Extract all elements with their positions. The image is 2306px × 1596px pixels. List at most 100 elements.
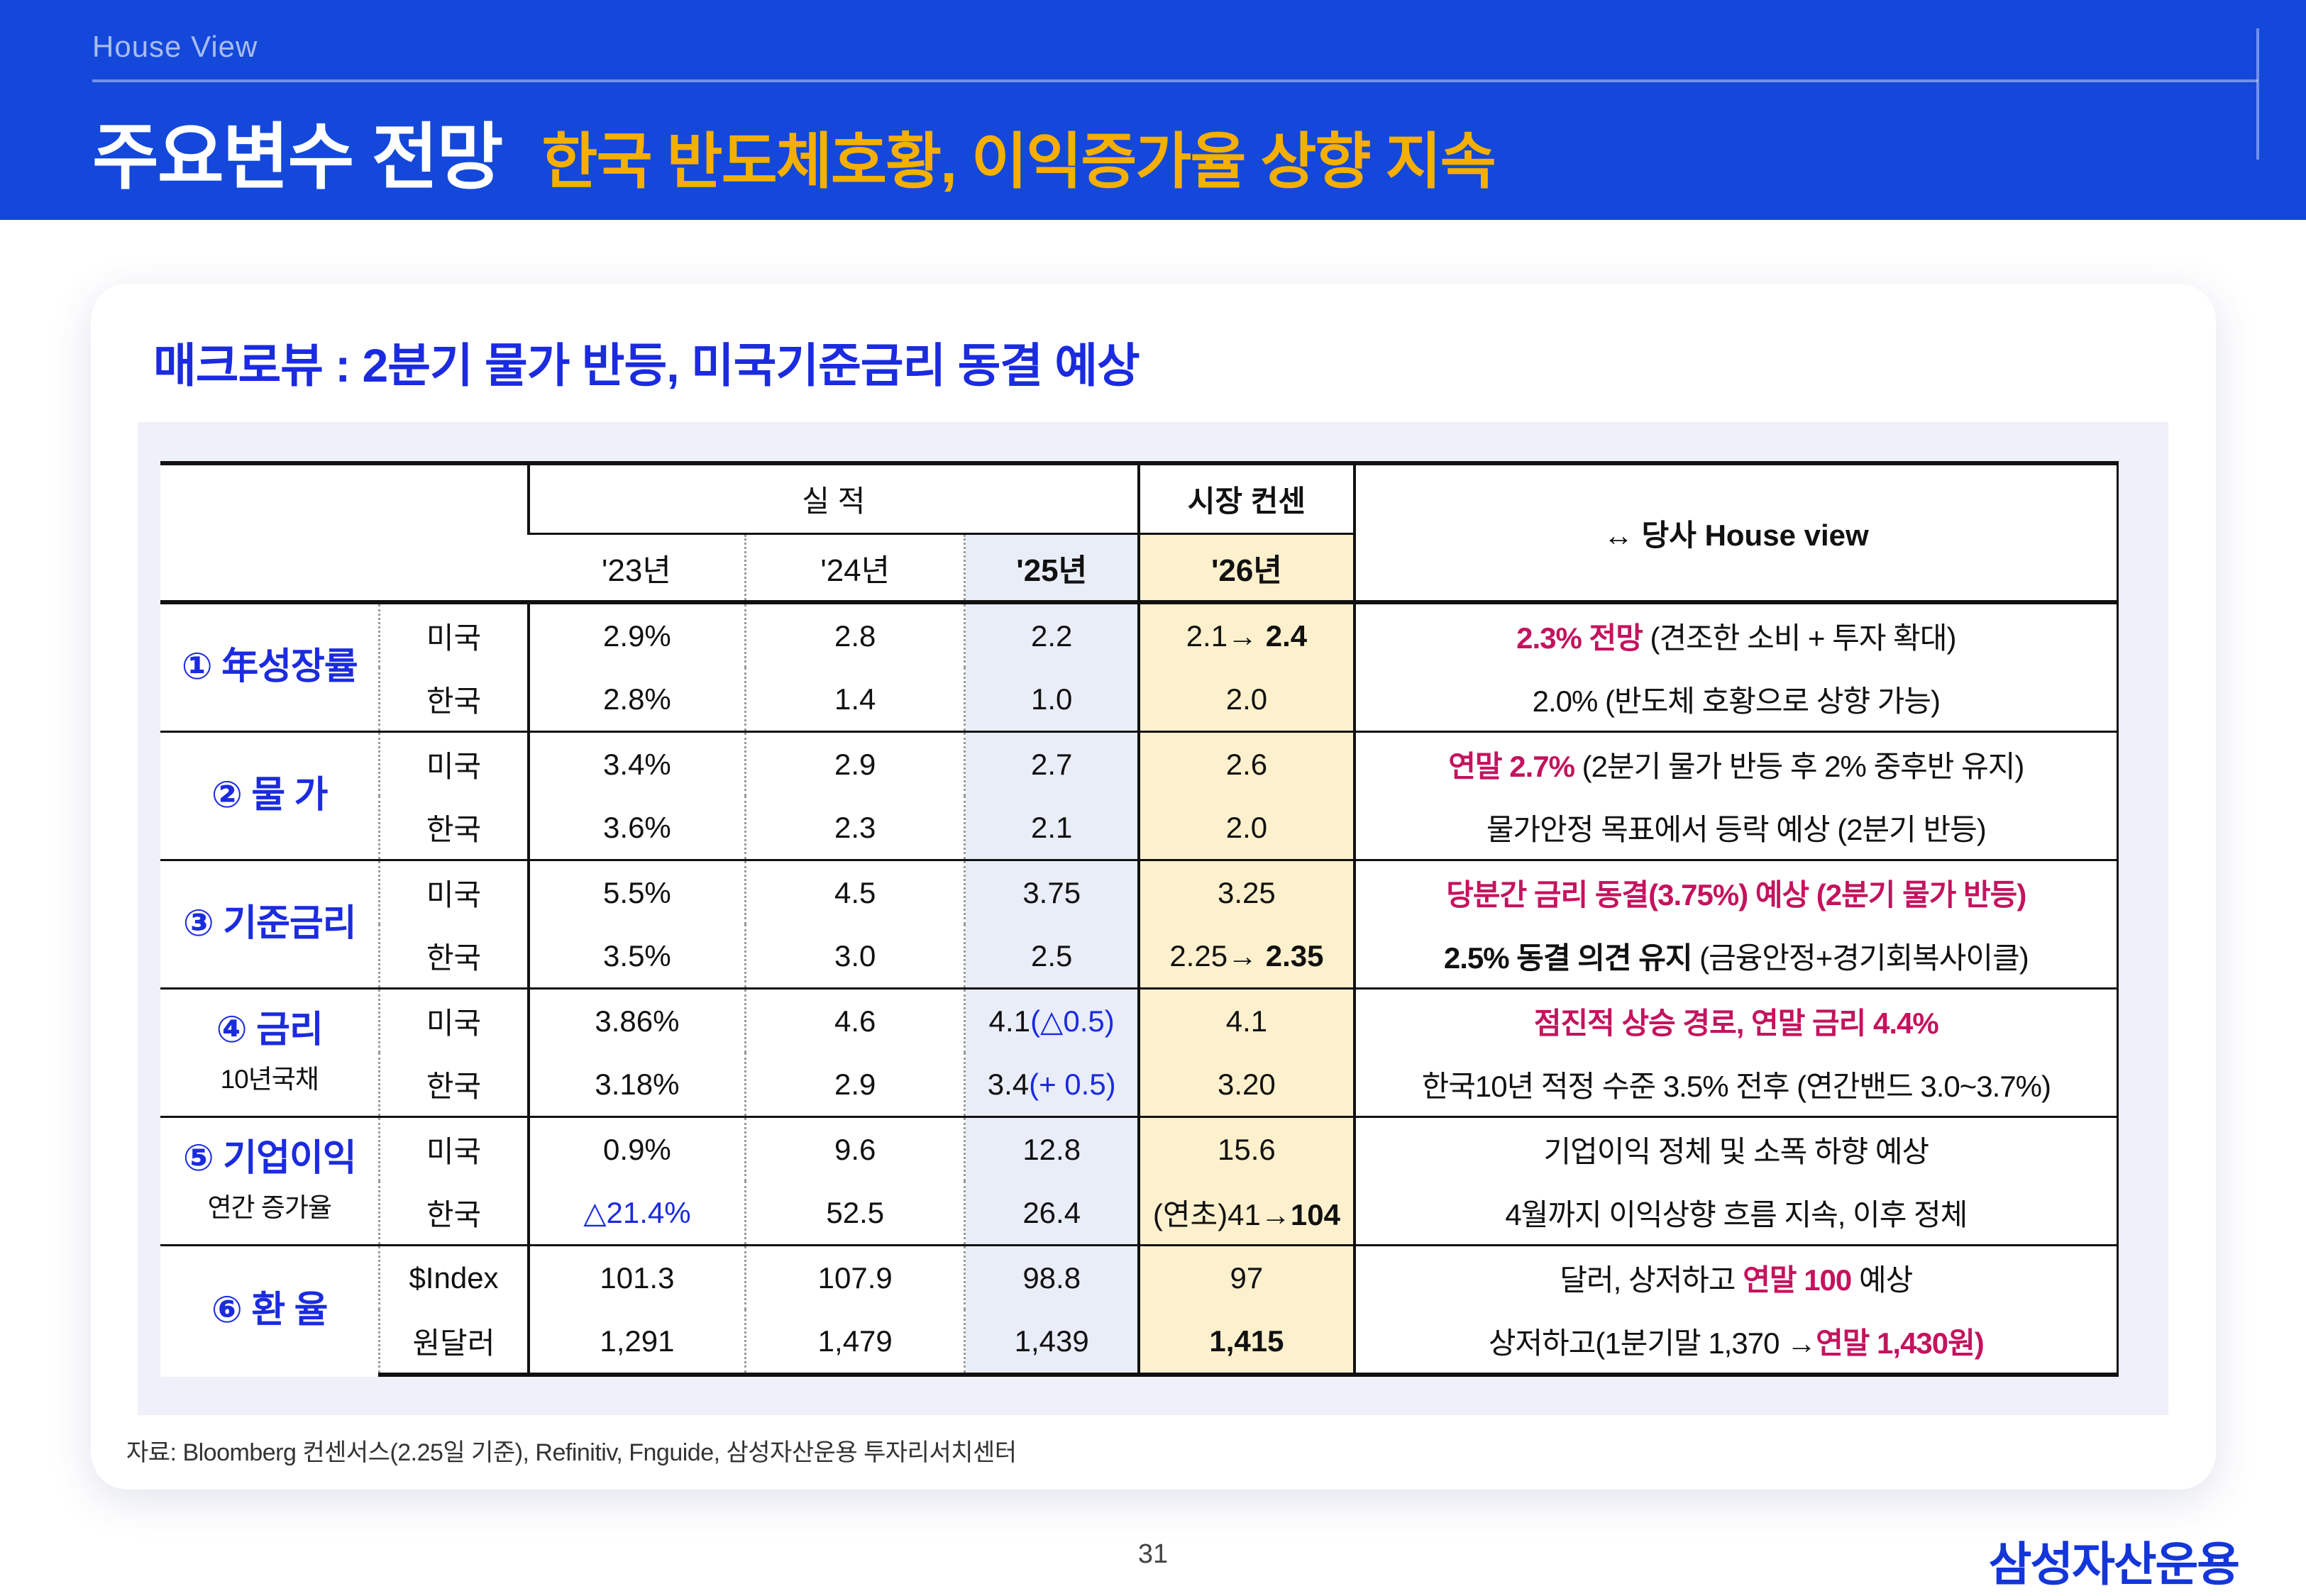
banner-right-rule [2256,28,2259,160]
text-segment: 3.6% [603,810,671,844]
country-label: 미국 [378,731,529,796]
text-segment: 3.20 [1218,1067,1276,1101]
page-number: 31 [1137,1539,1169,1569]
text-segment: 2.3% 전망 [1516,621,1643,655]
country-label: 미국 [378,1116,529,1181]
value-cell-y23: 5.5% [526,859,746,924]
text-segment: 연말 100 [1743,1263,1852,1297]
value-cell-y26: 3.25 [1137,859,1356,924]
house-view-cell: 당분간 금리 동결(3.75%) 예상 (2분기 물가 반등) [1354,859,2119,924]
text-segment: 2.9 [834,747,876,781]
value-cell-y23: 2.9% [526,601,746,667]
value-cell-y26: 15.6 [1137,1116,1356,1181]
page-subtitle: 한국 반도체호황, 이익증가율 상향 지속 [541,128,1496,196]
text-segment: 점진적 상승 경로, 연말 금리 4.4% [1533,1007,1939,1040]
text-segment: 1.4 [834,682,876,716]
year-header-23: '23년 [528,533,746,604]
value-cell-y24: 4.5 [744,859,965,924]
value-cell-y24: 3.0 [744,924,965,989]
country-label: 한국 [378,796,529,860]
text-segment: 2.4 [1265,619,1308,653]
house-view-cell: 상저하고(1분기말 1,370 →연말 1,430원) [1354,1309,2119,1377]
row-label: ④ 금리 [216,1009,324,1051]
row-label: ① 年성장률 [181,646,358,688]
text-segment: 5.5% [603,875,671,909]
value-cell-y24: 1.4 [744,667,965,732]
row-label: ⑤ 기업이익 [182,1138,357,1180]
row-label-cell: ④ 금리 10년국채 [160,987,380,1117]
year-header-25: '25년 [964,533,1140,604]
text-segment: 97 [1230,1260,1264,1295]
text-segment: 달러, 상저하고 [1560,1263,1743,1297]
value-cell-y25: 26.4 [964,1181,1140,1246]
value-cell-y25: 2.2 [964,601,1140,667]
text-segment: △21.4% [583,1196,691,1229]
macro-card: 매크로뷰 : 2분기 물가 반등, 미국기준금리 동결 예상 실 적 시장 컨센… [91,284,2216,1490]
row-label: ③ 기준금리 [182,903,357,945]
banner-titles: 주요변수 전망 한국 반도체호황, 이익증가율 상향 지속 [92,99,1496,204]
text-segment: 1,291 [600,1324,675,1358]
house-view-cell: 4월까지 이익상향 흐름 지속, 이후 정체 [1354,1181,2119,1246]
table-row: ① 年성장률 미국 2.9% 2.8 2.2 2.1→ 2.4 2.3% 전망 (견조한 소… [160,601,2119,732]
text-segment: 기업이익 정체 및 소폭 하향 예상 [1543,1135,1929,1168]
text-segment: 2.1→ [1186,619,1266,653]
table-row: 한국 3.18% 2.9 3.4(+ 0.5) 3.20 한국10년 적정 수준 3.5%… [160,1053,2119,1117]
text-segment: 2.8 [834,619,876,653]
country-label: 원달러 [378,1309,529,1377]
text-segment: 당분간 금리 동결(3.75%) 예상 (2분기 물가 반등) [1446,878,2026,911]
value-cell-y23: 2.8% [526,667,746,732]
value-cell-y26: 97 [1137,1244,1356,1309]
value-cell-y25: 2.1 [964,796,1140,860]
value-cell-y26: 2.6 [1137,731,1356,796]
house-view-cell: 기업이익 정체 및 소폭 하향 예상 [1354,1116,2119,1181]
text-segment: 4.6 [834,1004,876,1038]
text-segment: 물가안정 목표에서 등락 예상 (2분기 반등) [1486,813,1987,846]
table-row: ④ 금리 10년국채 미국 3.86% 4.6 4.1(△0.5) 4.1 점진적 상승 경로… [160,987,2119,1117]
row-label-cell: ⑤ 기업이익 연간 증가율 [160,1116,380,1246]
text-segment: 3.18% [595,1067,680,1101]
value-cell-y23: △21.4% [526,1181,746,1246]
text-segment: 12.8 [1022,1132,1081,1166]
country-label: 한국 [378,924,529,989]
text-segment: 26.4 [1022,1195,1081,1229]
value-cell-y24: 4.6 [744,987,965,1053]
text-segment: 2.25→ [1169,938,1266,972]
text-segment: (△0.5) [1030,1004,1115,1038]
table-row: 한국 2.8% 1.4 1.0 2.0 2.0% (반도체 호황으로 상향 가능) [160,667,2119,732]
text-segment: 2.9 [834,1067,876,1101]
table-row: 한국 3.6% 2.3 2.1 2.0 물가안정 목표에서 등락 예상 (2분기 반등) [160,796,2119,860]
year-header-24: '24년 [744,533,965,604]
table-header-house-view: ↔ 당사 House view [1354,461,2119,604]
company-logo: 삼성자산운용 [1988,1538,2240,1590]
table-row: 원달러 1,291 1,479 1,439 1,415 상저하고(1분기말 1,370 →… [160,1309,2119,1377]
table-header-consensus: 시장 컨센 [1139,461,1356,535]
text-segment: 3.0 [834,938,876,972]
value-cell-y25: 4.1(△0.5) [964,987,1140,1053]
value-cell-y23: 3.5% [526,924,746,989]
house-view-cell: 2.0% (반도체 호황으로 상향 가능) [1354,667,2119,732]
text-segment: 3.86% [595,1004,680,1038]
text-segment: 2.0 [1225,810,1268,844]
country-label: 미국 [378,987,529,1053]
value-cell-y24: 9.6 [744,1116,965,1181]
text-segment: (견조한 소비 + 투자 확대) [1642,621,1957,655]
text-segment: 3.75 [1022,875,1081,909]
value-cell-y26: 4.1 [1137,987,1356,1053]
text-segment: 2.9% [603,619,671,653]
value-cell-y24: 2.3 [744,796,965,860]
value-cell-y25: 98.8 [964,1244,1140,1309]
country-label: 한국 [378,1053,529,1117]
value-cell-y23: 1,291 [526,1309,746,1377]
row-label: ② 물 가 [211,775,329,816]
row-label-cell: ① 年성장률 [160,601,380,732]
text-segment: 예상 [1851,1263,1913,1297]
text-segment: 4.1 [1225,1004,1268,1038]
row-label: ⑥ 환 율 [211,1289,329,1331]
text-segment: 3.25 [1218,875,1276,909]
text-segment: 3.4 [987,1067,1030,1101]
value-cell-y23: 0.9% [526,1116,746,1181]
text-segment: 2.35 [1265,938,1324,972]
value-cell-y26: 3.20 [1137,1053,1356,1117]
